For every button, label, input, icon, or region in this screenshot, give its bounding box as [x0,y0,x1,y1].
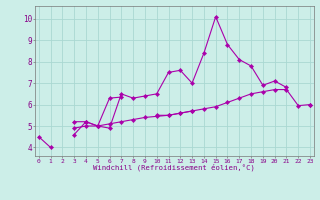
X-axis label: Windchill (Refroidissement éolien,°C): Windchill (Refroidissement éolien,°C) [93,164,255,171]
